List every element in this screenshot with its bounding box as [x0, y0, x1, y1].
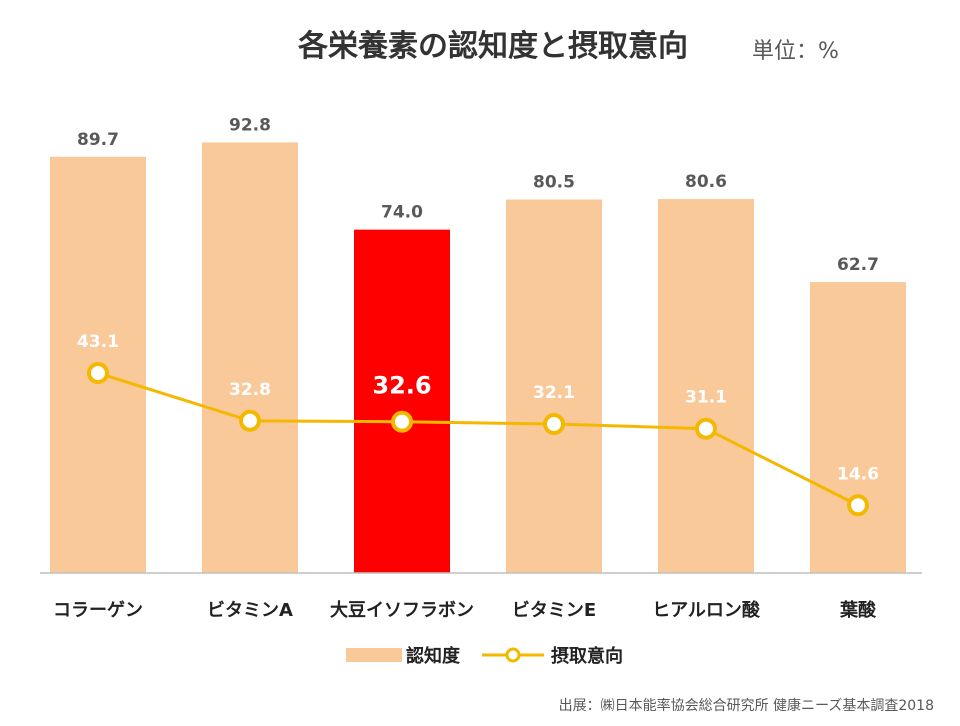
bar: [202, 142, 298, 573]
legend-label-bar: 認知度: [406, 645, 461, 667]
chart-title: 各栄養素の認知度と摂取意向: [297, 29, 688, 64]
legend: 認知度 摂取意向: [346, 645, 623, 667]
line-series: 43.1 32.8 32.6 32.1 31.1 14.6: [77, 332, 879, 517]
line-value-label: 32.6: [372, 372, 431, 400]
bar-value-label: 92.8: [229, 115, 271, 135]
bar: [506, 199, 602, 574]
source-note: 出展：㈱日本能率協会総合研究所 健康ニーズ基本調査2018: [559, 697, 934, 714]
category-label: ヒアルロン酸: [652, 599, 761, 621]
line-point: [695, 417, 717, 440]
bar: [354, 229, 450, 573]
category-label: 葉酸: [839, 599, 877, 621]
category-label: コラーゲン: [53, 599, 143, 621]
bar-value-label: 62.7: [837, 255, 879, 275]
bar-value-label: 80.6: [685, 172, 727, 192]
line-value-label: 32.1: [533, 383, 575, 403]
legend-swatch-bar: [346, 648, 402, 662]
line-point: [543, 413, 565, 436]
category-label: 大豆イソフラボン: [330, 599, 474, 621]
line-value-label: 31.1: [685, 388, 727, 408]
bar: [810, 282, 906, 573]
line-value-label: 32.8: [229, 380, 271, 400]
legend-label-line: 摂取意向: [551, 645, 623, 667]
bar-value-label: 89.7: [77, 130, 119, 150]
category-label: ビタミンA: [207, 600, 293, 621]
category-labels: コラーゲン ビタミンA 大豆イソフラボン ビタミンE ヒアルロン酸 葉酸: [53, 599, 877, 621]
bar-value-label: 80.5: [533, 172, 575, 192]
legend-marker: [505, 647, 521, 663]
line-point: [847, 494, 869, 517]
unit-label: 単位：%: [752, 39, 839, 64]
line-path: [97, 371, 859, 507]
line-point: [87, 362, 109, 385]
bar-series: 89.7 92.8 74.0 80.5 80.6 62.7: [50, 115, 906, 574]
category-label: ビタミンE: [512, 600, 596, 621]
line-value-label: 43.1: [77, 332, 119, 352]
bar-value-label: 74.0: [381, 203, 423, 223]
line-point: [239, 409, 261, 432]
bar: [658, 199, 754, 574]
line-value-label: 14.6: [837, 464, 879, 484]
line-point: [391, 410, 413, 433]
